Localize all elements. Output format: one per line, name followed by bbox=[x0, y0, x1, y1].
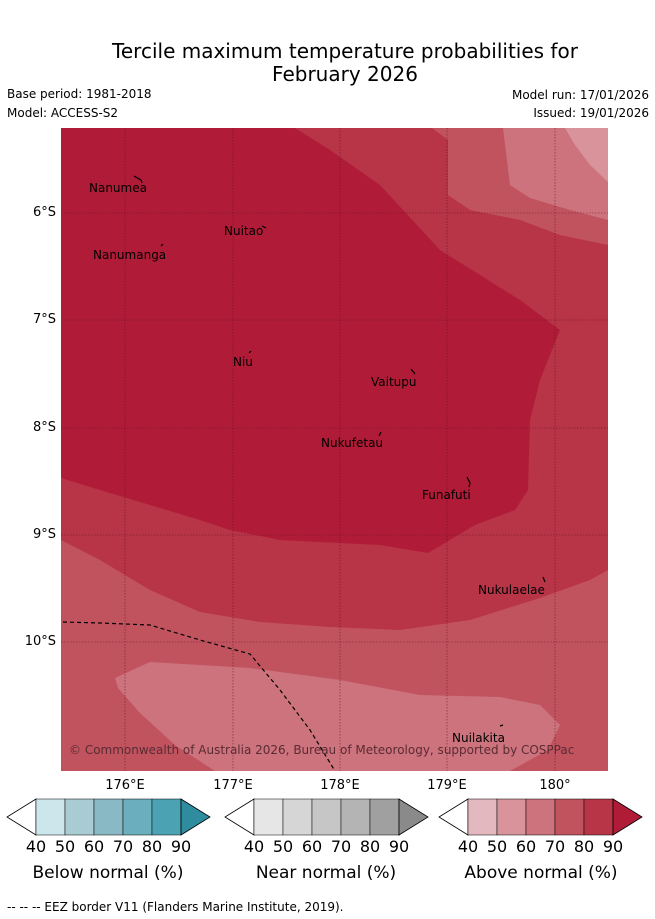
colorbar-near-normal: 40 50 60 70 80 90 bbox=[224, 798, 429, 856]
colorbar-tick-label: 70 bbox=[113, 837, 133, 856]
colorbar-tick-label: 90 bbox=[171, 837, 191, 856]
model-name: Model: ACCESS-S2 bbox=[7, 106, 119, 120]
place-label: Nanumea bbox=[89, 181, 147, 195]
colorbar-swatch bbox=[311, 798, 342, 836]
colorbar-tick-label: 70 bbox=[331, 837, 351, 856]
place-label: Funafuti bbox=[422, 488, 471, 502]
title-line-1: Tercile maximum temperature probabilitie… bbox=[112, 39, 578, 63]
colorbar-tick-label: 60 bbox=[516, 837, 536, 856]
colorbar-swatch bbox=[496, 798, 527, 836]
colorbar-title-near: Near normal (%) bbox=[255, 863, 397, 883]
colorbar-tick-label: 50 bbox=[487, 837, 507, 856]
lon-label: 178°E bbox=[320, 778, 360, 793]
colorbar-swatch bbox=[340, 798, 371, 836]
colorbar-tick-label: 60 bbox=[302, 837, 322, 856]
colorbar-swatch bbox=[525, 798, 556, 836]
colorbar-min-extension bbox=[224, 798, 255, 836]
place-label: Nukulaelae bbox=[478, 583, 545, 597]
place-label: Nuitao bbox=[224, 224, 263, 238]
colorbar-tick-label: 60 bbox=[84, 837, 104, 856]
colorbar-tick-label: 40 bbox=[458, 837, 478, 856]
eez-footnote: -- -- -- EEZ border V11 (Flanders Marine… bbox=[7, 900, 344, 914]
lat-label: 6°S bbox=[32, 205, 56, 220]
lat-label: 10°S bbox=[24, 634, 56, 649]
colorbar-tick-label: 40 bbox=[244, 837, 264, 856]
colorbar-title-below: Below normal (%) bbox=[32, 863, 184, 883]
title-line-2: February 2026 bbox=[272, 62, 418, 86]
colorbar-tick-label: 50 bbox=[273, 837, 293, 856]
colorbar-tick-label: 80 bbox=[360, 837, 380, 856]
colorbar-below-normal: 40 50 60 70 80 90 bbox=[6, 798, 211, 856]
colorbar-swatch bbox=[35, 798, 66, 836]
colorbar-swatch bbox=[282, 798, 313, 836]
colorbar-tick-label: 70 bbox=[545, 837, 565, 856]
above-80-region bbox=[61, 128, 608, 771]
colorbar-swatch bbox=[554, 798, 585, 836]
colorbar-tick-label: 90 bbox=[389, 837, 409, 856]
base-period: Base period: 1981-2018 bbox=[7, 87, 152, 101]
colorbar-legend: 40 50 60 70 80 90 40 50 60 70 80 90 40 50 60 70 80 90 bbox=[6, 798, 643, 856]
colorbar-tick-label: 40 bbox=[26, 837, 46, 856]
colorbar-min-extension bbox=[6, 798, 37, 836]
copyright-notice: © Commonwealth of Australia 2026, Bureau… bbox=[69, 743, 574, 757]
colorbar-tick-label: 50 bbox=[55, 837, 75, 856]
lon-label: 179°E bbox=[427, 778, 467, 793]
colorbar-swatch bbox=[151, 798, 182, 836]
place-label: Vaitupu bbox=[371, 375, 417, 389]
colorbar-swatch bbox=[467, 798, 498, 836]
graticule bbox=[61, 128, 608, 771]
lat-label: 8°S bbox=[32, 420, 56, 435]
lon-label: 180° bbox=[539, 778, 571, 793]
above-50-northeast bbox=[565, 128, 608, 182]
lat-label: 9°S bbox=[32, 527, 56, 542]
colorbar-tick-label: 80 bbox=[574, 837, 594, 856]
colorbar-max-extension bbox=[180, 798, 211, 836]
colorbar-max-extension bbox=[612, 798, 643, 836]
island-shapes bbox=[133, 175, 546, 727]
lon-label: 176°E bbox=[105, 778, 145, 793]
place-label: Nanumanga bbox=[93, 248, 166, 262]
colorbar-swatch bbox=[253, 798, 284, 836]
colorbar-swatch bbox=[64, 798, 95, 836]
lat-label: 7°S bbox=[32, 312, 56, 327]
probability-field: Nanumea Nuitao Nanumanga Niu Vaitupu Nuk… bbox=[61, 128, 608, 771]
above-60-south bbox=[115, 662, 560, 771]
colorbar-swatch bbox=[93, 798, 124, 836]
colorbar-swatch bbox=[583, 798, 614, 836]
lon-label: 177°E bbox=[213, 778, 253, 793]
colorbar-swatch bbox=[122, 798, 153, 836]
colorbar-max-extension bbox=[398, 798, 429, 836]
eez-border bbox=[62, 621, 336, 771]
place-label: Niu bbox=[233, 355, 253, 369]
map-title: Tercile maximum temperature probabilitie… bbox=[0, 40, 655, 86]
colorbar-title-above: Above normal (%) bbox=[464, 863, 618, 883]
place-label: Nukufetau bbox=[321, 436, 383, 450]
colorbar-min-extension bbox=[438, 798, 469, 836]
colorbar-swatch bbox=[369, 798, 400, 836]
colorbar-above-normal: 40 50 60 70 80 90 bbox=[438, 798, 643, 856]
model-run: Model run: 17/01/2026 bbox=[511, 88, 649, 102]
colorbar-tick-label: 90 bbox=[603, 837, 623, 856]
issued-date: Issued: 19/01/2026 bbox=[533, 106, 649, 120]
colorbar-tick-label: 80 bbox=[142, 837, 162, 856]
place-label: Nuilakita bbox=[452, 731, 505, 745]
